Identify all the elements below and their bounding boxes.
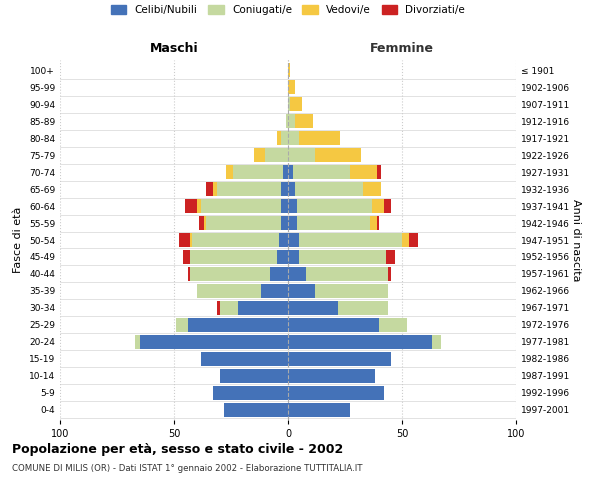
Bar: [386, 250, 395, 264]
Bar: [338, 301, 388, 315]
Bar: [288, 250, 299, 264]
Bar: [288, 386, 384, 400]
Bar: [197, 199, 202, 213]
Bar: [281, 182, 288, 196]
Bar: [281, 199, 288, 213]
Bar: [265, 148, 288, 162]
Bar: [279, 233, 288, 247]
Bar: [238, 301, 288, 315]
Bar: [350, 165, 377, 179]
Bar: [202, 199, 281, 213]
Bar: [206, 216, 281, 230]
Bar: [373, 199, 384, 213]
Bar: [190, 250, 277, 264]
Bar: [377, 165, 382, 179]
Bar: [402, 233, 409, 247]
Bar: [299, 250, 386, 264]
Bar: [288, 63, 290, 77]
Bar: [213, 182, 217, 196]
Bar: [384, 199, 391, 213]
Bar: [190, 267, 270, 281]
Bar: [217, 301, 220, 315]
Bar: [176, 318, 188, 332]
Bar: [299, 131, 340, 145]
Bar: [295, 114, 313, 128]
Bar: [140, 335, 288, 349]
Bar: [192, 233, 279, 247]
Bar: [202, 352, 288, 366]
Bar: [288, 301, 338, 315]
Bar: [295, 182, 363, 196]
Bar: [281, 131, 288, 145]
Bar: [277, 131, 281, 145]
Bar: [254, 148, 265, 162]
Bar: [260, 284, 288, 298]
Bar: [288, 114, 295, 128]
Bar: [206, 182, 213, 196]
Text: Femmine: Femmine: [370, 42, 434, 55]
Text: Maschi: Maschi: [149, 42, 199, 55]
Bar: [233, 165, 283, 179]
Bar: [288, 199, 297, 213]
Bar: [197, 284, 260, 298]
Bar: [288, 216, 297, 230]
Bar: [379, 318, 407, 332]
Text: COMUNE DI MILIS (OR) - Dati ISTAT 1° gennaio 2002 - Elaborazione TUTTITALIA.IT: COMUNE DI MILIS (OR) - Dati ISTAT 1° gen…: [12, 464, 362, 473]
Bar: [288, 80, 295, 94]
Bar: [283, 165, 288, 179]
Bar: [290, 97, 302, 111]
Bar: [288, 403, 350, 417]
Bar: [213, 386, 288, 400]
Bar: [288, 97, 290, 111]
Legend: Celibi/Nubili, Coniugati/e, Vedovi/e, Divorziati/e: Celibi/Nubili, Coniugati/e, Vedovi/e, Di…: [107, 0, 469, 19]
Bar: [288, 182, 295, 196]
Bar: [288, 318, 379, 332]
Bar: [220, 369, 288, 383]
Bar: [316, 284, 388, 298]
Bar: [306, 267, 388, 281]
Bar: [388, 267, 391, 281]
Bar: [135, 335, 140, 349]
Y-axis label: Fasce di età: Fasce di età: [13, 207, 23, 273]
Bar: [183, 250, 190, 264]
Bar: [370, 216, 377, 230]
Bar: [431, 335, 441, 349]
Bar: [363, 182, 382, 196]
Bar: [203, 216, 206, 230]
Bar: [270, 267, 288, 281]
Bar: [226, 165, 233, 179]
Bar: [281, 216, 288, 230]
Y-axis label: Anni di nascita: Anni di nascita: [571, 198, 581, 281]
Bar: [288, 233, 299, 247]
Bar: [277, 250, 288, 264]
Bar: [288, 284, 316, 298]
Text: Popolazione per età, sesso e stato civile - 2002: Popolazione per età, sesso e stato civil…: [12, 442, 343, 456]
Bar: [316, 148, 361, 162]
Bar: [288, 369, 374, 383]
Bar: [188, 267, 190, 281]
Bar: [297, 199, 373, 213]
Bar: [224, 403, 288, 417]
Bar: [199, 216, 203, 230]
Bar: [297, 216, 370, 230]
Bar: [185, 199, 197, 213]
Bar: [288, 165, 293, 179]
Bar: [293, 165, 350, 179]
Bar: [288, 352, 391, 366]
Bar: [286, 114, 288, 128]
Bar: [288, 148, 316, 162]
Bar: [188, 318, 288, 332]
Bar: [288, 131, 299, 145]
Bar: [220, 301, 238, 315]
Bar: [217, 182, 281, 196]
Bar: [299, 233, 402, 247]
Bar: [409, 233, 418, 247]
Bar: [377, 216, 379, 230]
Bar: [288, 335, 431, 349]
Bar: [288, 267, 306, 281]
Bar: [190, 233, 192, 247]
Bar: [179, 233, 190, 247]
